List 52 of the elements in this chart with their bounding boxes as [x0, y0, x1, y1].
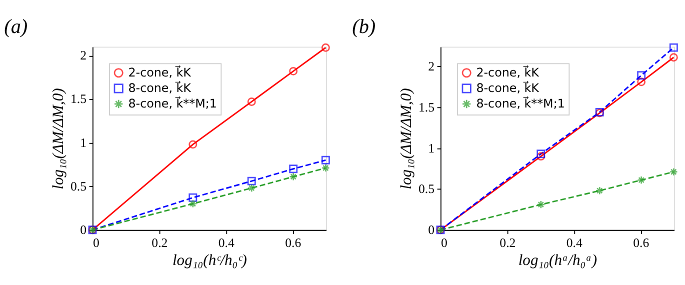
point — [321, 43, 330, 52]
x-tick-label: 0.2 — [500, 236, 516, 250]
point — [536, 150, 546, 158]
legend-label: 8-cone, k⃗**M;1 — [128, 95, 217, 111]
y-tick-label: 0 — [80, 223, 87, 238]
point — [247, 176, 256, 186]
legend-label: 8-cone, k⃗**M;1 — [476, 95, 565, 111]
chart-title: (a) — [4, 16, 28, 38]
y-axis-title: log₁₀(ΔM/ΔM,0) — [398, 88, 416, 190]
legend-label: 8-cone, k⃗K — [128, 80, 192, 96]
y-axis-title: log₁₀(ΔM/ΔM,0) — [50, 88, 68, 190]
point — [669, 168, 678, 176]
point — [321, 156, 330, 164]
point — [321, 164, 330, 172]
point — [188, 200, 198, 208]
x-axis-title: log₁₀(hᶜ/h₀ᶜ) — [172, 252, 247, 270]
point — [637, 78, 646, 86]
point — [289, 172, 298, 181]
point — [595, 186, 604, 195]
x-axis-title: log₁₀(hᵃ/h₀ᵃ) — [518, 252, 598, 270]
point — [247, 97, 256, 106]
point — [289, 66, 298, 76]
x-tick-label: 0.6 — [633, 236, 650, 250]
y-tick-label: 0.5 — [70, 179, 87, 194]
point — [188, 193, 198, 202]
point — [536, 200, 546, 209]
x-tick-label: 0.4 — [566, 236, 583, 250]
point — [669, 53, 678, 62]
y-tick-label: 2 — [428, 60, 435, 74]
y-tick-label: 2 — [80, 48, 87, 63]
point — [669, 43, 678, 52]
legend-label: 2-cone, k⃗K — [128, 64, 192, 80]
point — [289, 164, 298, 174]
point — [637, 176, 646, 184]
y-tick-label: 1 — [80, 136, 87, 150]
legend-label: 8-cone, k⃗K — [476, 80, 540, 96]
y-tick-label: 1 — [428, 141, 435, 156]
x-tick-label: 0.2 — [152, 236, 168, 250]
y-tick-label: 0 — [428, 223, 435, 238]
legend-label: 2-cone, k⃗K — [476, 64, 540, 80]
point — [188, 140, 198, 149]
y-tick-label: 1.5 — [418, 100, 435, 114]
x-tick-label: 0.4 — [218, 236, 235, 250]
chart-title: (b) — [352, 16, 376, 38]
point — [637, 71, 646, 80]
x-tick-label: 0.6 — [285, 236, 302, 250]
x-tick-label: 0 — [92, 236, 100, 250]
point — [536, 152, 546, 161]
y-tick-label: 1.5 — [70, 92, 87, 106]
point — [247, 184, 256, 192]
y-tick-label: 0.5 — [418, 182, 435, 196]
x-tick-label: 0 — [440, 236, 448, 250]
